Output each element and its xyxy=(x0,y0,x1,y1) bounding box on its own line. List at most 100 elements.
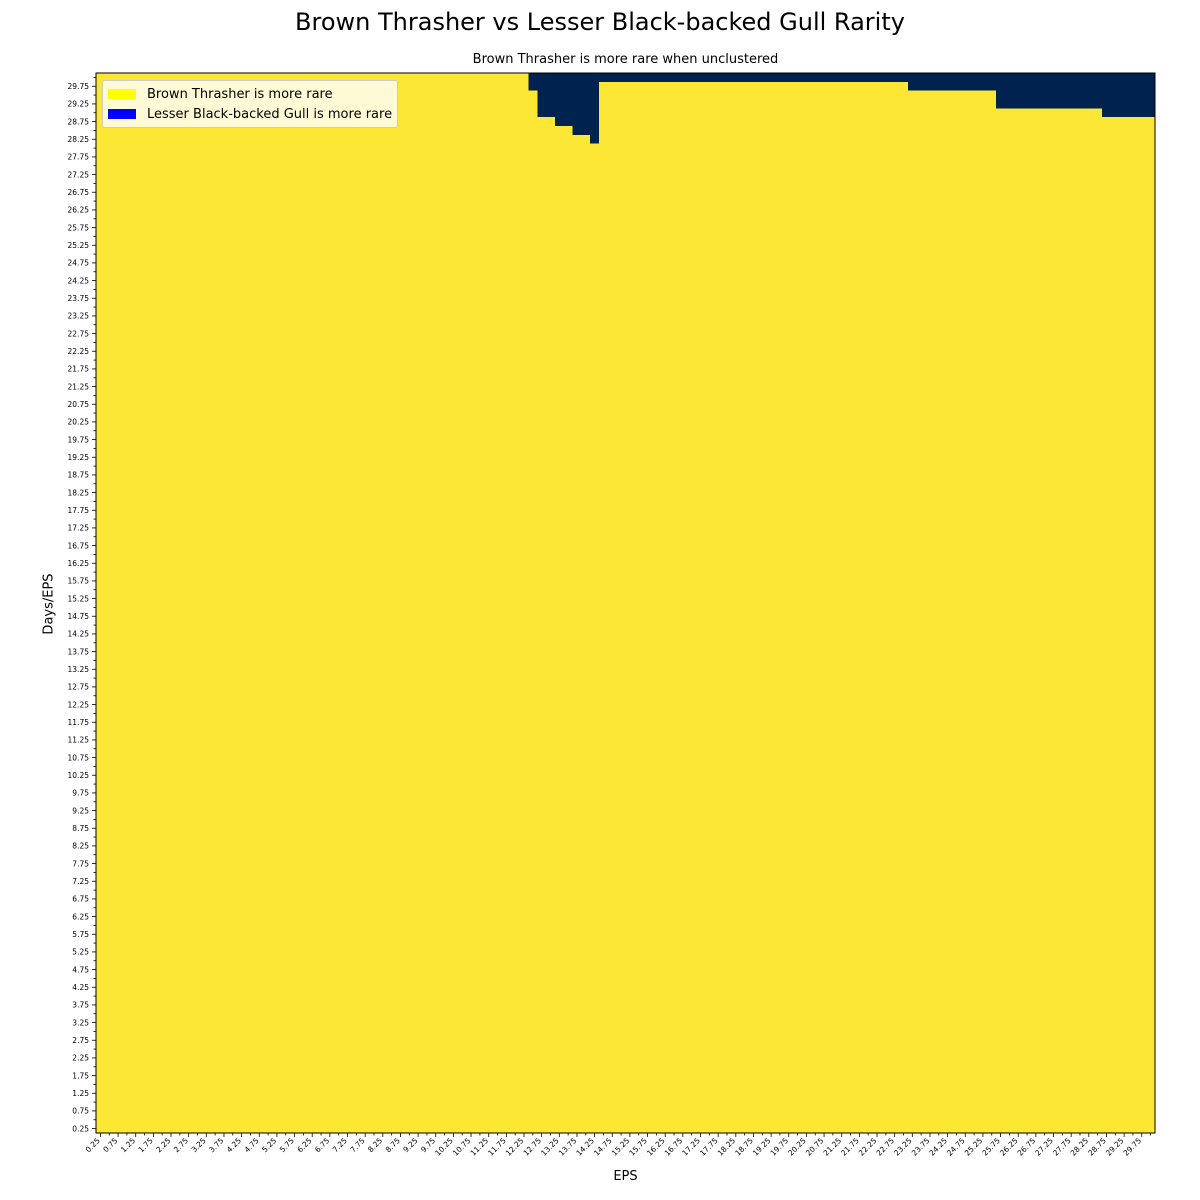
legend-item-thrasher: Brown Thrasher is more rare xyxy=(108,84,392,104)
x-tick-label: 16.75 xyxy=(663,1136,685,1158)
heatmap-region-gull-more-rare xyxy=(996,73,1102,108)
x-tick-label: 15.75 xyxy=(627,1136,649,1158)
y-tick-label: 8.25 xyxy=(72,842,89,851)
x-tick-label: 24.25 xyxy=(927,1136,949,1158)
y-tick-label: 5.25 xyxy=(72,948,89,957)
y-tick-label: 28.75 xyxy=(68,117,90,126)
y-tick-label: 24.25 xyxy=(68,276,90,285)
x-tick-label: 6.25 xyxy=(295,1136,313,1154)
y-tick-label: 28.25 xyxy=(68,135,90,144)
x-tick-label: 4.25 xyxy=(225,1136,243,1154)
x-tick-label: 27.75 xyxy=(1051,1136,1073,1158)
y-tick-label: 13.75 xyxy=(68,647,90,656)
y-tick-label: 19.25 xyxy=(68,453,90,462)
heatmap-region-gull-more-rare xyxy=(590,73,599,144)
legend-item-gull: Lesser Black-backed Gull is more rare xyxy=(108,104,392,124)
y-tick-label: 16.75 xyxy=(68,541,90,550)
heatmap-region-thrasher-more-rare xyxy=(96,73,1155,1133)
heatmap-region-gull-more-rare xyxy=(528,73,537,91)
legend-swatch-gull xyxy=(108,109,136,119)
y-tick-label: 18.75 xyxy=(68,471,90,480)
x-tick-label: 10.25 xyxy=(433,1136,455,1158)
y-tick-label: 6.25 xyxy=(72,912,89,921)
x-tick-label: 12.75 xyxy=(522,1136,544,1158)
y-tick-label: 18.25 xyxy=(68,488,90,497)
y-tick-label: 0.75 xyxy=(72,1107,89,1116)
heatmap-region-gull-more-rare xyxy=(1102,73,1155,117)
y-axis-label: Days/EPS xyxy=(42,573,57,634)
x-tick-label: 22.25 xyxy=(857,1136,879,1158)
x-tick-label: 14.75 xyxy=(592,1136,614,1158)
x-tick-label: 7.75 xyxy=(348,1136,366,1154)
y-tick-label: 14.25 xyxy=(68,630,90,639)
heatmap-region-gull-more-rare xyxy=(537,73,555,117)
y-tick-label: 22.25 xyxy=(68,347,90,356)
y-tick-label: 3.75 xyxy=(72,1001,89,1010)
legend-label-gull: Lesser Black-backed Gull is more rare xyxy=(147,107,392,122)
y-tick-label: 26.75 xyxy=(68,188,90,197)
y-tick-label: 12.75 xyxy=(68,683,90,692)
y-tick-label: 9.25 xyxy=(72,806,89,815)
y-tick-label: 20.75 xyxy=(68,400,90,409)
y-tick-label: 14.75 xyxy=(68,612,90,621)
y-tick-label: 4.75 xyxy=(72,965,89,974)
x-tick-label: 20.25 xyxy=(786,1136,808,1158)
x-tick-label: 13.75 xyxy=(557,1136,579,1158)
x-tick-label: 7.25 xyxy=(331,1136,349,1154)
x-tick-label: 26.25 xyxy=(998,1136,1020,1158)
x-tick-label: 3.75 xyxy=(207,1136,225,1154)
x-tick-label: 24.75 xyxy=(945,1136,967,1158)
x-tick-label: 2.75 xyxy=(172,1136,190,1154)
y-tick-label: 29.75 xyxy=(68,82,90,91)
y-tick-label: 16.25 xyxy=(68,559,90,568)
x-tick-label: 18.75 xyxy=(733,1136,755,1158)
x-tick-label: 28.25 xyxy=(1069,1136,1091,1158)
y-tick-label: 0.25 xyxy=(72,1124,89,1133)
x-tick-label: 15.25 xyxy=(610,1136,632,1158)
x-tick-label: 23.75 xyxy=(910,1136,932,1158)
legend-swatch-thrasher xyxy=(108,89,136,99)
x-tick-label: 14.25 xyxy=(574,1136,596,1158)
x-tick-label: 6.75 xyxy=(313,1136,331,1154)
y-tick-label: 11.75 xyxy=(68,718,90,727)
x-tick-label: 22.75 xyxy=(875,1136,897,1158)
y-tick-label: 17.75 xyxy=(68,506,90,515)
y-tick-label: 10.75 xyxy=(68,753,90,762)
y-tick-label: 11.25 xyxy=(68,736,90,745)
y-tick-label: 12.25 xyxy=(68,700,90,709)
x-axis-label: EPS xyxy=(96,1169,1155,1184)
x-tick-label: 17.25 xyxy=(680,1136,702,1158)
x-tick-label: 28.75 xyxy=(1086,1136,1108,1158)
x-tick-label: 9.25 xyxy=(401,1136,419,1154)
x-tick-label: 25.25 xyxy=(963,1136,985,1158)
y-tick-label: 26.25 xyxy=(68,206,90,215)
x-tick-label: 8.25 xyxy=(366,1136,384,1154)
y-tick-label: 2.25 xyxy=(72,1054,89,1063)
y-tick-label: 27.25 xyxy=(68,170,90,179)
y-tick-label: 8.75 xyxy=(72,824,89,833)
x-tick-label: 0.25 xyxy=(84,1136,102,1154)
x-tick-label: 16.25 xyxy=(645,1136,667,1158)
x-tick-label: 2.25 xyxy=(154,1136,172,1154)
y-tick-label: 7.25 xyxy=(72,877,89,886)
y-tick-label: 9.75 xyxy=(72,789,89,798)
y-tick-label: 15.75 xyxy=(68,577,90,586)
x-tick-label: 26.75 xyxy=(1016,1136,1038,1158)
heatmap-region-gull-more-rare xyxy=(555,73,573,126)
y-tick-label: 25.25 xyxy=(68,241,90,250)
x-tick-label: 3.25 xyxy=(190,1136,208,1154)
y-tick-label: 17.25 xyxy=(68,524,90,533)
y-tick-label: 23.25 xyxy=(68,312,90,321)
y-tick-label: 25.75 xyxy=(68,223,90,232)
y-tick-label: 21.75 xyxy=(68,365,90,374)
x-tick-label: 13.25 xyxy=(539,1136,561,1158)
x-tick-label: 4.75 xyxy=(243,1136,261,1154)
x-tick-label: 27.25 xyxy=(1033,1136,1055,1158)
y-tick-label: 15.25 xyxy=(68,594,90,603)
x-tick-label: 20.75 xyxy=(804,1136,826,1158)
y-tick-label: 6.75 xyxy=(72,895,89,904)
y-tick-label: 19.75 xyxy=(68,435,90,444)
y-tick-label: 22.75 xyxy=(68,329,90,338)
legend-label-thrasher: Brown Thrasher is more rare xyxy=(147,87,333,102)
